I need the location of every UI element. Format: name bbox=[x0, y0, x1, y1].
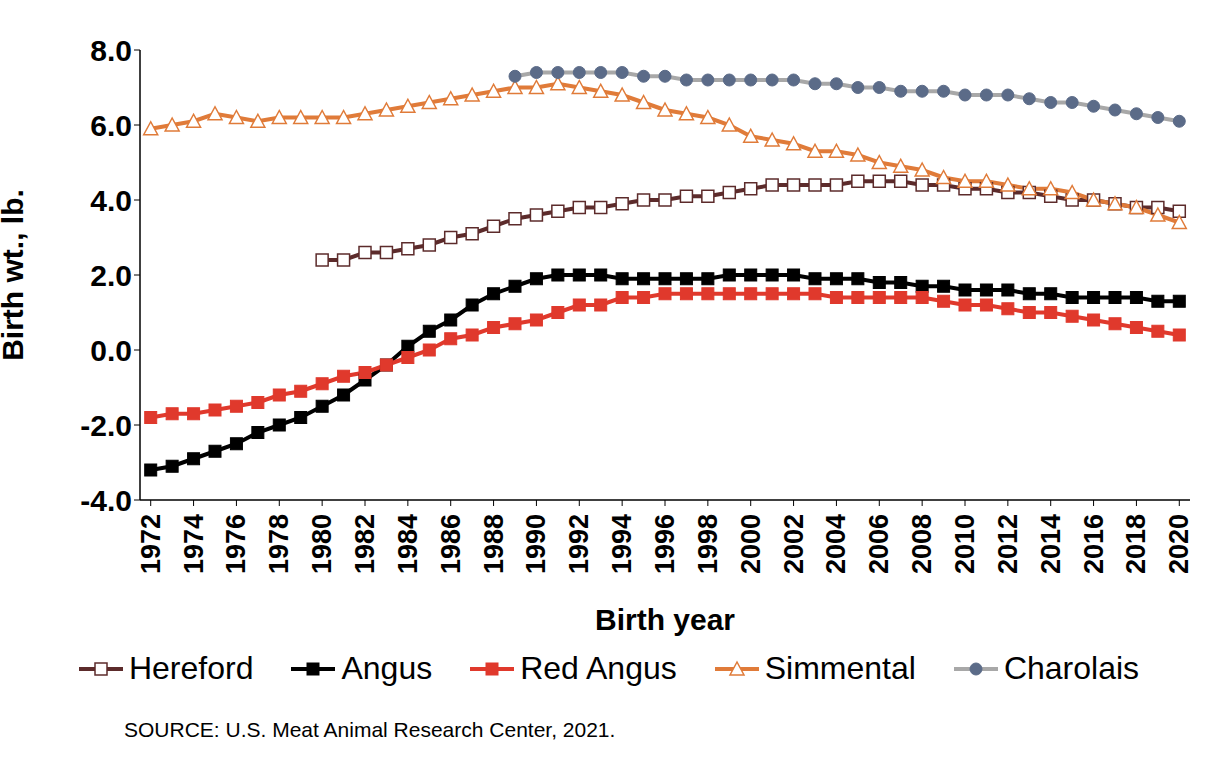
svg-text:2004: 2004 bbox=[821, 514, 851, 574]
svg-text:1972: 1972 bbox=[136, 514, 166, 574]
svg-text:1998: 1998 bbox=[693, 514, 723, 574]
svg-text:2012: 2012 bbox=[993, 514, 1023, 574]
html-text:Hereford: Hereford bbox=[128, 650, 254, 686]
svg-text:2016: 2016 bbox=[1079, 514, 1109, 574]
html-text:Red Angus: Red Angus bbox=[520, 650, 677, 686]
svg-text:1990: 1990 bbox=[521, 514, 551, 574]
html-text:Charolais: Charolais bbox=[1003, 650, 1140, 686]
svg-text:1982: 1982 bbox=[350, 514, 380, 574]
svg-text:1974: 1974 bbox=[179, 514, 209, 574]
svg-text:4.0: 4.0 bbox=[90, 184, 132, 217]
svg-text:-4.0: -4.0 bbox=[80, 484, 132, 517]
svg-text:1996: 1996 bbox=[650, 514, 680, 574]
svg-text:2006: 2006 bbox=[864, 514, 894, 574]
svg-text:1984: 1984 bbox=[393, 514, 423, 574]
svg-text:2008: 2008 bbox=[907, 514, 937, 574]
svg-text:0.0: 0.0 bbox=[90, 334, 132, 367]
svg-text:2018: 2018 bbox=[1121, 514, 1151, 574]
svg-text:2.0: 2.0 bbox=[90, 259, 132, 292]
html-text:Angus: Angus bbox=[341, 650, 433, 686]
html-text:SOURCE: U.S. Meat Animal Resea: SOURCE: U.S. Meat Animal Research Center… bbox=[124, 718, 616, 741]
svg-text:2002: 2002 bbox=[779, 514, 809, 574]
svg-text:2014: 2014 bbox=[1036, 514, 1066, 574]
svg-text:8.0: 8.0 bbox=[90, 34, 132, 67]
svg-text:1988: 1988 bbox=[479, 514, 509, 574]
svg-text:2020: 2020 bbox=[1164, 514, 1194, 574]
svg-text:Birth wt., lb.: Birth wt., lb. bbox=[8, 189, 29, 361]
svg-text:2000: 2000 bbox=[736, 514, 766, 574]
svg-text:1978: 1978 bbox=[264, 514, 294, 574]
svg-text:-2.0: -2.0 bbox=[80, 409, 132, 442]
svg-text:1980: 1980 bbox=[307, 514, 337, 574]
html-text:Simmental: Simmental bbox=[764, 650, 916, 686]
svg-text:1986: 1986 bbox=[436, 514, 466, 574]
svg-text:1992: 1992 bbox=[564, 514, 594, 574]
svg-text:2010: 2010 bbox=[950, 514, 980, 574]
svg-text:6.0: 6.0 bbox=[90, 109, 132, 142]
svg-text:1976: 1976 bbox=[221, 514, 251, 574]
svg-text:1994: 1994 bbox=[607, 514, 637, 574]
svg-text:Birth year: Birth year bbox=[595, 603, 735, 636]
